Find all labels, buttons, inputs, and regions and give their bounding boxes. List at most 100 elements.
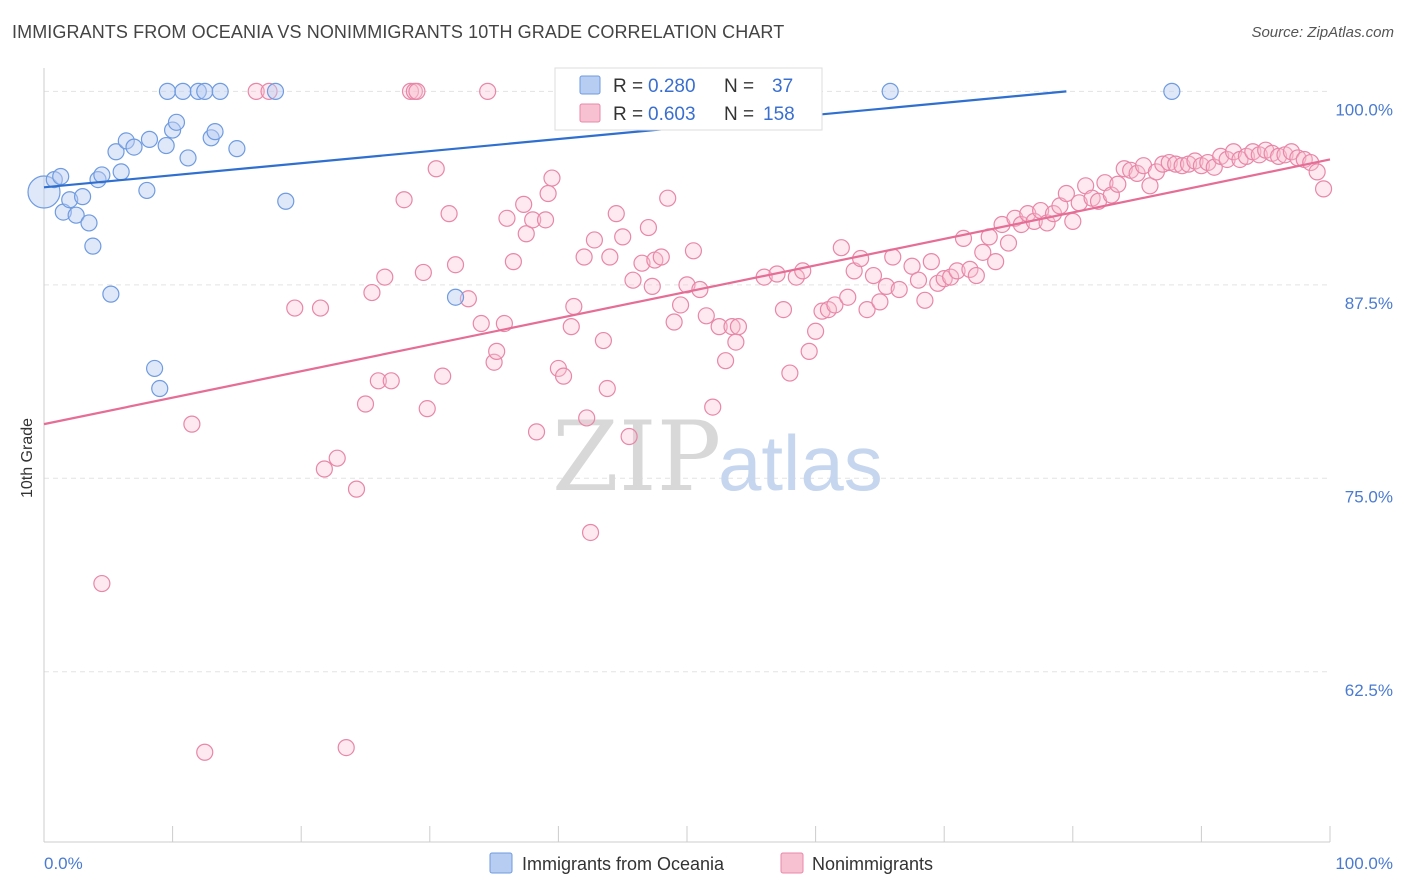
nonimmigrants-swatch	[579, 103, 601, 123]
nonimmigrant-point	[408, 82, 426, 100]
oceania-point	[1163, 82, 1181, 100]
oceania-point	[167, 113, 186, 131]
nonimmigrant-point	[620, 427, 638, 446]
nonimmigrant-point	[517, 225, 535, 243]
nonimmigrant-point	[652, 248, 670, 266]
nonimmigrant-point	[704, 398, 722, 416]
nonimmigrant-point	[315, 460, 333, 478]
nonimmigrant-point	[974, 243, 992, 261]
oceania-point	[140, 130, 159, 148]
nonimmigrant-point	[877, 277, 895, 295]
oceania-point	[112, 163, 130, 181]
nonimmigrant-point	[826, 296, 844, 314]
nonimmigrant-point	[575, 248, 593, 266]
oceania-point	[80, 214, 98, 232]
nonimmigrant-point	[356, 395, 375, 413]
nonimmigrant-point	[1109, 175, 1127, 193]
nonimmigrant-point	[601, 248, 619, 266]
oceania-point	[27, 175, 61, 209]
nonimmigrant-point	[539, 184, 557, 203]
nonimmigrant-point	[369, 372, 387, 390]
oceania-point	[84, 237, 102, 255]
oceania-trendline	[43, 90, 1067, 189]
nonimmigrant-point	[987, 253, 1005, 271]
nonimmigrant-point	[781, 364, 799, 382]
y-tick-label: 75.0%	[1345, 487, 1393, 506]
oceania-point	[67, 206, 85, 224]
nonimmigrant-point	[414, 263, 432, 282]
oceania-point	[277, 192, 295, 210]
nonimmigrant-point	[427, 160, 445, 178]
nonimmigrant-point	[774, 301, 793, 319]
bottom-legend: Immigrants from Oceania Nonimmigrants	[489, 852, 933, 874]
oceania-point	[206, 123, 224, 141]
nonimmigrant-point	[1006, 209, 1024, 227]
r-label: R =	[613, 104, 643, 125]
nonimmigrant-point	[871, 293, 889, 311]
nonimmigrant-point	[376, 268, 394, 286]
nonimmigrant-point	[1154, 155, 1172, 173]
oceania-point	[73, 188, 92, 206]
oceania-point	[266, 82, 285, 100]
x-tick-labels: 0.0% 100.0%	[44, 854, 1393, 873]
nonimmigrant-point	[585, 231, 604, 249]
oceania-point	[174, 82, 192, 100]
oceania-point	[52, 167, 70, 186]
nonimmigrant-point	[684, 242, 703, 260]
nonimmigrant-point	[922, 253, 940, 271]
nonimmigrant-point	[382, 372, 400, 390]
nonimmigrant-point	[488, 342, 506, 360]
nonimmigrants-trendline	[43, 158, 1331, 426]
r-label: R =	[613, 76, 643, 97]
nonimmigrant-point	[697, 307, 715, 325]
nonimmigrant-point	[1269, 147, 1288, 165]
nonimmigrant-point	[498, 209, 516, 227]
nonimmigrant-point	[598, 379, 616, 398]
oceania-point	[196, 82, 214, 100]
nonimmigrant-point	[565, 297, 583, 316]
nonimmigrant-point	[1205, 158, 1223, 176]
nonimmigrant-point	[643, 277, 661, 295]
nonimmigrant-point	[363, 283, 381, 302]
y-tick-label: 87.5%	[1345, 294, 1393, 313]
nonimmigrant-point	[916, 291, 934, 309]
nonimmigrant-point	[903, 257, 921, 275]
nonimmigrant-point	[328, 449, 346, 467]
nonimmigrant-point	[434, 367, 452, 385]
oceania-point	[164, 121, 182, 139]
nonimmigrant-point	[909, 271, 928, 289]
oceania-point	[189, 82, 207, 100]
nonimmigrant-point	[594, 331, 613, 350]
nonimmigrant-point	[852, 249, 870, 268]
nonimmigrant-point	[440, 205, 458, 223]
watermark: ZIP atlas	[552, 401, 883, 513]
nonimmigrant-point	[183, 415, 201, 433]
nonimmigrant-point	[247, 82, 265, 100]
nonimmigrant-point	[948, 262, 966, 280]
nonimmigrants-n-value: 158	[763, 104, 795, 125]
x-tick-label: 100.0%	[1335, 854, 1393, 873]
nonimmigrant-point	[716, 352, 735, 370]
oceania-point	[102, 285, 120, 303]
nonimmigrant-point	[607, 205, 625, 223]
nonimmigrant-point	[1314, 180, 1333, 198]
oceania-swatch	[579, 75, 601, 95]
stats-legend: R = 0.280 N = 37 R = 0.603 N = 158	[554, 67, 823, 131]
source-label: Source: ZipAtlas.com	[1251, 24, 1394, 41]
nonimmigrant-point	[1141, 177, 1159, 195]
nonimmigrant-point	[659, 189, 677, 207]
nonimmigrant-point	[446, 256, 465, 274]
oceania-r-value: 0.280	[648, 76, 696, 97]
nonimmigrant-point	[479, 82, 497, 100]
oceania-point	[107, 143, 125, 161]
nonimmigrant-point	[890, 280, 908, 299]
nonimmigrants-legend-label: Nonimmigrants	[812, 854, 933, 874]
nonimmigrant-point	[1173, 157, 1191, 175]
nonimmigrant-point	[485, 353, 503, 371]
nonimmigrant-point	[562, 318, 580, 336]
nonimmigrant-point	[999, 234, 1018, 252]
nonimmigrant-point	[1102, 186, 1120, 204]
oceania-point	[61, 191, 79, 209]
nonimmigrant-point	[832, 239, 850, 257]
